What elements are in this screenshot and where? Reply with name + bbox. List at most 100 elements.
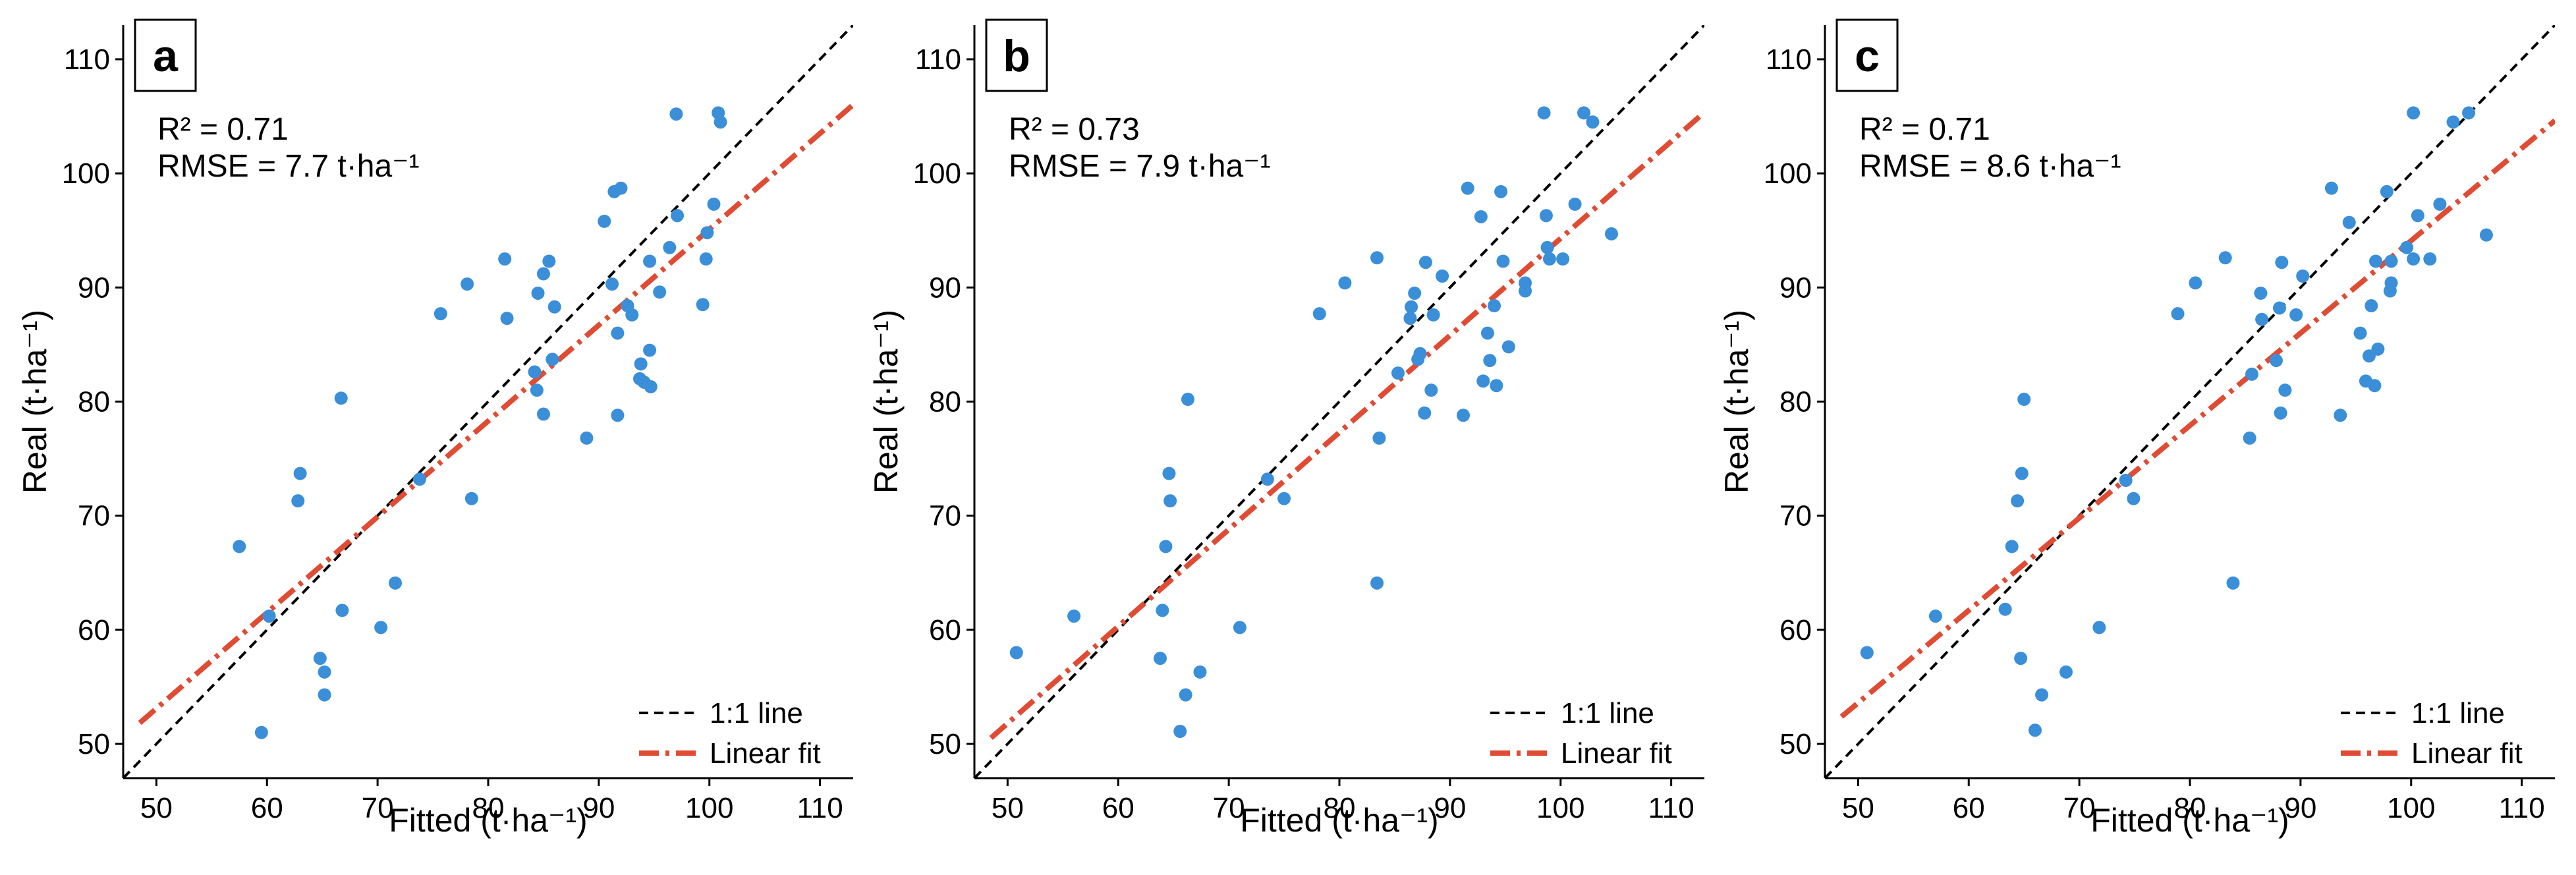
y-tick-label: 100 xyxy=(913,157,961,190)
data-point xyxy=(1860,646,1874,660)
x-tick-label: 60 xyxy=(1953,792,1985,824)
y-tick-label: 80 xyxy=(1779,386,1812,418)
panel-label: a xyxy=(153,31,179,81)
data-point xyxy=(1426,308,1440,322)
y-tick-label: 60 xyxy=(929,614,961,646)
data-point xyxy=(643,343,657,357)
data-point xyxy=(614,181,628,195)
data-point xyxy=(699,252,713,266)
data-point xyxy=(374,621,388,635)
data-point xyxy=(714,115,727,129)
data-point xyxy=(1009,646,1023,660)
y-tick-label: 80 xyxy=(78,386,110,418)
data-point xyxy=(2334,409,2347,422)
x-tick-label: 70 xyxy=(2063,792,2096,824)
data-point xyxy=(1067,609,1081,623)
data-point xyxy=(1436,269,1449,283)
data-point xyxy=(2218,251,2232,265)
data-point xyxy=(1998,602,2012,616)
data-point xyxy=(2226,576,2240,590)
panel-label: c xyxy=(1855,31,1880,81)
legend-fit-label: Linear fit xyxy=(710,737,821,770)
data-point xyxy=(2015,466,2029,480)
legend-one-to-one-label: 1:1 line xyxy=(1561,697,1654,729)
data-point xyxy=(696,298,710,312)
legend-one-to-one-label: 1:1 line xyxy=(2411,697,2505,729)
data-point xyxy=(542,254,556,268)
data-point xyxy=(2245,367,2259,381)
data-point xyxy=(2362,349,2376,363)
data-point xyxy=(644,380,658,393)
data-point xyxy=(388,576,402,590)
data-point xyxy=(1476,374,1490,388)
data-point xyxy=(334,391,348,405)
data-point xyxy=(2119,473,2133,487)
data-point xyxy=(2369,254,2383,268)
y-tick-label: 70 xyxy=(1779,500,1812,532)
data-point xyxy=(2411,209,2424,223)
data-point xyxy=(2433,197,2447,211)
data-point xyxy=(1542,252,1556,266)
panel-a: 50 60 70 80 90 100 110 50 60 70 80 90 100 110 Fitted (… xyxy=(16,18,853,839)
data-point xyxy=(547,300,561,314)
data-point xyxy=(2035,688,2049,702)
x-tick-label: 70 xyxy=(1213,792,1245,824)
data-point xyxy=(1260,472,1274,486)
legend-one-to-one-label: 1:1 line xyxy=(710,697,803,729)
data-point xyxy=(531,286,545,300)
data-point xyxy=(2005,540,2019,553)
data-point xyxy=(1424,383,1438,397)
panel-b: 50 60 70 80 90 100 110 50 60 70 80 90 100 110 Fitted (… xyxy=(868,18,1704,839)
data-point xyxy=(1372,431,1386,445)
y-tick-label: 100 xyxy=(62,157,110,190)
data-point xyxy=(464,492,478,505)
data-point xyxy=(2269,354,2283,368)
data-point xyxy=(632,372,646,385)
y-tick-label: 100 xyxy=(1764,157,1812,190)
data-point xyxy=(293,466,307,480)
data-point xyxy=(2371,342,2385,356)
y-tick-label: 50 xyxy=(78,728,110,760)
data-point xyxy=(262,609,276,623)
x-tick-label: 50 xyxy=(140,792,173,824)
data-point xyxy=(707,197,721,211)
data-point xyxy=(1418,406,1432,420)
data-point xyxy=(1173,724,1187,738)
data-point xyxy=(318,688,331,702)
data-point xyxy=(2255,312,2269,326)
x-tick-label: 110 xyxy=(2499,792,2545,824)
data-point xyxy=(2407,252,2421,266)
y-tick-label: 90 xyxy=(78,271,110,304)
data-point xyxy=(498,252,512,266)
x-tick-label: 100 xyxy=(685,792,733,824)
data-point xyxy=(1519,276,1532,290)
x-tick-label: 60 xyxy=(1102,792,1134,824)
data-point xyxy=(1179,688,1192,702)
data-point xyxy=(2407,106,2421,120)
data-point xyxy=(2278,383,2292,397)
data-point xyxy=(1461,181,1474,195)
data-point xyxy=(2274,406,2287,420)
data-point xyxy=(1496,254,1510,268)
data-point xyxy=(500,312,514,325)
data-point xyxy=(536,267,550,281)
data-point xyxy=(1277,492,1291,505)
data-point xyxy=(1193,665,1207,679)
y-tick-label: 80 xyxy=(929,386,961,418)
data-point xyxy=(1604,227,1618,240)
data-point xyxy=(2092,621,2106,635)
data-point xyxy=(2275,256,2289,269)
data-point xyxy=(254,725,268,739)
y-tick-label: 110 xyxy=(64,43,110,76)
data-point xyxy=(1405,300,1418,314)
data-point xyxy=(1403,312,1417,325)
data-point xyxy=(318,665,331,679)
legend-fit-label: Linear fit xyxy=(1561,737,1672,770)
x-tick-label: 60 xyxy=(251,792,283,824)
data-point xyxy=(1586,115,1600,129)
x-tick-label: 110 xyxy=(797,792,843,824)
data-point xyxy=(1181,393,1195,407)
data-point xyxy=(2446,115,2460,129)
y-axis-label: Real (t·ha⁻¹) xyxy=(1718,310,1755,494)
data-point xyxy=(2171,307,2185,321)
